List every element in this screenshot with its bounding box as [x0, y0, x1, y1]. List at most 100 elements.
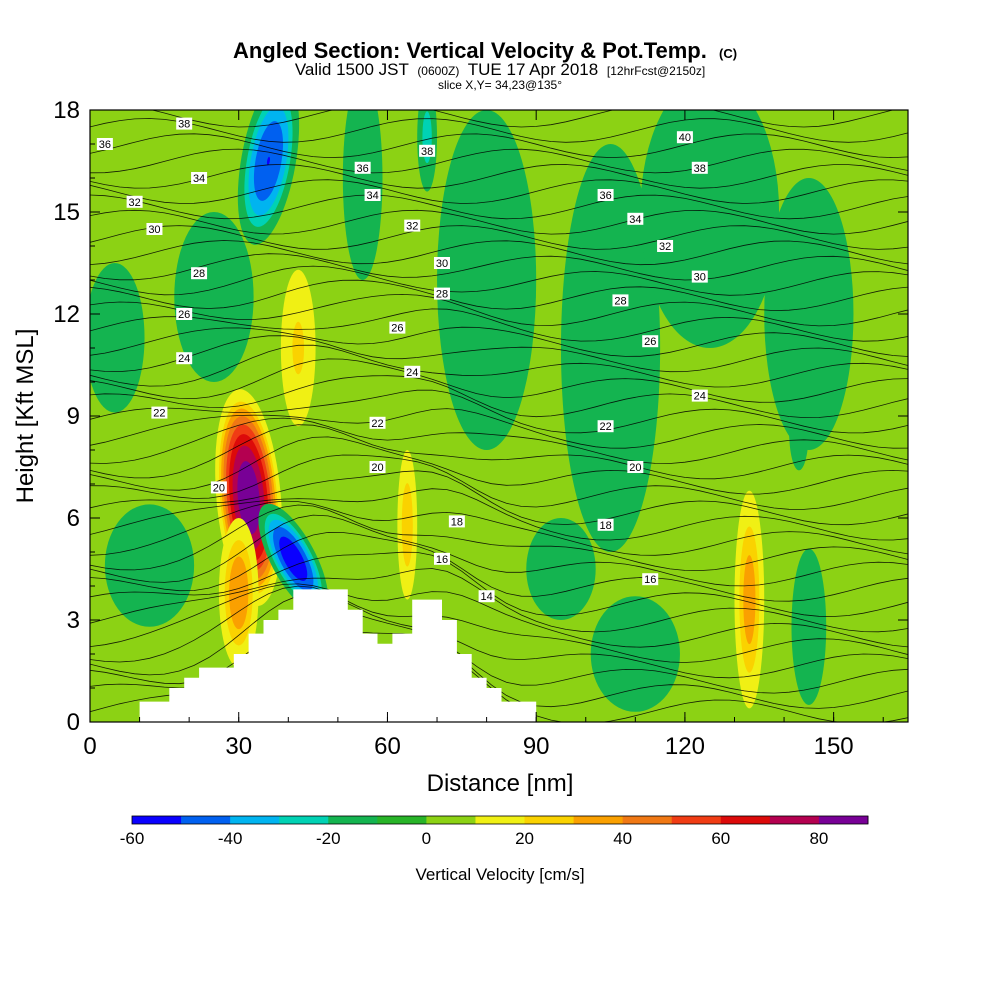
w-band: [791, 548, 827, 705]
contour-label-box: [126, 195, 143, 208]
contour-label-text: 36: [99, 139, 111, 151]
contour-label: 30: [146, 223, 163, 236]
contour-label-text: 24: [406, 367, 418, 379]
contour-label-box: [627, 212, 644, 225]
contour-label-box: [354, 161, 371, 174]
w-band: [174, 212, 254, 382]
contour-label-text: 40: [679, 132, 691, 144]
isentrope-line: [90, 514, 908, 587]
contour-label-box: [691, 161, 708, 174]
slice-label: slice X,Y= 34,23@135°: [438, 78, 562, 92]
contour-label: 32: [657, 240, 674, 253]
contour-label-text: 34: [629, 214, 641, 226]
contour-label: 36: [96, 138, 113, 151]
contour-label-text: 32: [128, 197, 140, 209]
contour-label-box: [210, 481, 227, 494]
y-tick-label: 3: [67, 607, 80, 634]
contour-labels: 36 38 34 32 30 28 26 24 22 20 36 34 38 32 30 28 26 24 22 20…: [96, 117, 708, 603]
contour-label-box: [176, 352, 193, 365]
contour-label-text: 16: [644, 574, 656, 586]
isentrope-line: [90, 358, 908, 403]
contour-label: 38: [176, 117, 193, 131]
contour-label: 22: [369, 416, 386, 430]
colorbar-segment: [230, 816, 280, 824]
colorbar-frame: [131, 815, 869, 825]
colorbar: -60 -40 -20 0 20 40 60 80: [120, 815, 869, 848]
w-band: [90, 263, 145, 413]
contour-label: 28: [612, 294, 629, 307]
contour-label-text: 24: [694, 391, 706, 403]
isentrope-line: [90, 551, 908, 617]
isentrope-line: [90, 240, 908, 266]
colorbar-segment: [426, 816, 476, 824]
contour-label: 16: [642, 573, 659, 586]
contour-label-text: 26: [644, 336, 656, 348]
y-tick-label: 9: [67, 403, 80, 430]
x-axis-label: Distance [nm]: [427, 770, 574, 797]
contour-label-text: 18: [599, 520, 611, 532]
colorbar-segment: [377, 816, 427, 824]
isentrope-line: [150, 110, 895, 128]
isentrope-line: [90, 148, 908, 174]
w-cell: [174, 212, 254, 382]
w-band: [237, 461, 260, 535]
contour-label: 20: [627, 461, 644, 474]
isentrope-line: [90, 504, 908, 572]
colorbar-tick-label: 20: [515, 829, 534, 848]
contour-label-box: [176, 117, 193, 130]
svg-text:Valid 1500 JST (0600Z): Valid 1500 JST (0600Z) TUE 17 Apr 2018 […: [295, 60, 705, 79]
isentrope-line: [90, 375, 908, 419]
w-cell: [280, 269, 316, 427]
isentrope-line: [90, 326, 908, 357]
isentrope-line: [90, 408, 908, 449]
y-tick-label: 0: [67, 709, 80, 736]
w-band: [437, 110, 537, 450]
contour-label-box: [478, 590, 495, 603]
contour-label-box: [176, 308, 193, 320]
colorbar-tick-label: -20: [316, 829, 341, 848]
contour-label-text: 30: [148, 224, 160, 236]
w-cell: [764, 178, 854, 450]
colorbar-tick-label: 0: [422, 829, 431, 848]
contour-label-box: [96, 138, 113, 150]
isentrope-line: [90, 568, 908, 633]
contour-label: 16: [433, 552, 450, 566]
w-band: [743, 555, 756, 645]
contour-label: 22: [151, 406, 168, 420]
contour-label: 26: [176, 308, 193, 321]
w-cell: [417, 110, 438, 192]
contour-label-box: [389, 321, 406, 334]
contour-label: 30: [433, 257, 450, 270]
colorbar-segment: [573, 816, 624, 824]
contour-label-text: 22: [599, 421, 611, 433]
contour-label: 36: [354, 161, 371, 175]
y-tick-label: 12: [53, 301, 80, 328]
colorbar-segment: [279, 816, 329, 824]
contour-label-text: 30: [694, 272, 706, 284]
contour-label-box: [151, 406, 168, 419]
contour-label-text: 38: [694, 163, 706, 175]
contour-label-box: [642, 335, 659, 348]
w-band: [401, 483, 413, 567]
x-tick-label: 90: [523, 733, 550, 760]
contour-label: 34: [191, 172, 208, 185]
contour-label: 28: [433, 287, 450, 301]
contour-label: 24: [691, 389, 708, 403]
contour-label-box: [597, 518, 614, 531]
isentrope-line: [90, 436, 908, 495]
contour-label-text: 26: [178, 309, 190, 321]
contour-label-text: 26: [391, 323, 403, 335]
contour-label-text: 32: [406, 221, 418, 233]
contour-label-box: [433, 552, 450, 565]
contour-label-box: [597, 189, 614, 201]
contour-label-text: 38: [421, 146, 433, 158]
isentrope-line: [90, 163, 908, 189]
colorbar-tick-label: -40: [218, 829, 243, 848]
contour-label-box: [676, 131, 693, 144]
contour-label-box: [691, 270, 708, 283]
isentrope-line: [90, 118, 908, 143]
isentrope-line: [90, 470, 908, 526]
isentrope-line: [90, 194, 908, 220]
